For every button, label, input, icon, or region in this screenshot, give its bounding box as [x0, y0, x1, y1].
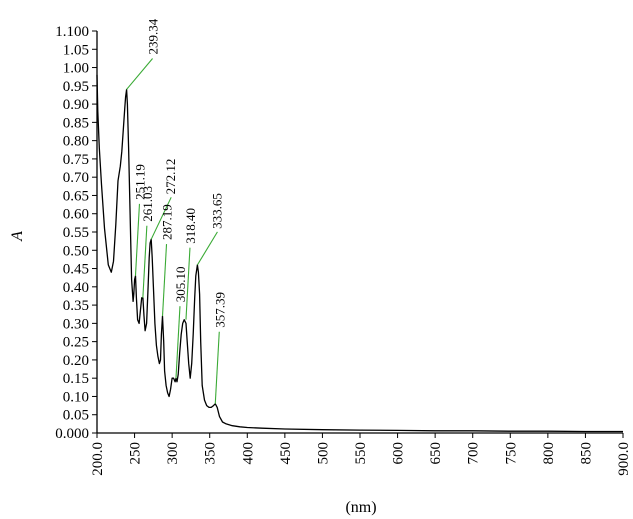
y-tick-label: 0.30	[63, 316, 89, 332]
x-tick-label: 450	[278, 442, 294, 465]
x-tick-label: 350	[203, 442, 219, 465]
y-tick-label: 1.00	[63, 61, 89, 77]
y-tick-label: 0.70	[63, 170, 89, 186]
x-tick-group: 200.0 250 300 350 400 450 500 550 600 650 700 750 80…	[90, 433, 632, 476]
y-tick-label: 0.05	[63, 408, 89, 424]
peak-annotation: 272.12	[150, 159, 178, 240]
y-tick-label: 0.50	[63, 243, 89, 259]
peak-annotation: 357.39	[212, 292, 227, 404]
x-tick-label: 750	[503, 442, 519, 465]
peak-leader-line	[134, 203, 141, 276]
y-tick-label: 0.20	[63, 353, 89, 369]
x-tick-label: 550	[353, 442, 369, 465]
peak-annotation: 251.19	[132, 164, 147, 276]
y-axis-title: A	[9, 231, 26, 242]
y-tick-label: 1.100	[55, 24, 89, 40]
peak-label: 239.34	[146, 18, 161, 54]
x-tick-label: 800	[541, 442, 557, 465]
y-tick-label: 1.05	[63, 42, 89, 58]
y-tick-label: 0.10	[63, 389, 89, 405]
y-tick-label: 0.65	[63, 188, 89, 204]
x-tick-label: 650	[428, 442, 444, 465]
peak-label: 261.03	[140, 186, 155, 222]
y-tick-label: 0.35	[63, 298, 89, 314]
peak-leader-line	[185, 247, 191, 320]
y-tick-label: 0.85	[63, 115, 89, 131]
y-tick-label: 0.45	[63, 262, 89, 278]
peak-annotation: 261.03	[140, 186, 155, 298]
x-tick-label: 300	[165, 442, 181, 465]
y-tick-label: 0.80	[63, 134, 89, 150]
y-tick-label: 0.75	[63, 152, 89, 168]
peak-label: 318.40	[183, 208, 198, 244]
x-tick-label: 850	[578, 442, 594, 465]
y-tick-group: 0.000 0.05 0.10 0.15 0.20 0.25 0.30 0.35 0.40 0.4…	[55, 24, 97, 442]
peak-label: 251.19	[132, 164, 147, 200]
peak-label: 357.39	[212, 292, 227, 328]
peak-label: 287.19	[160, 204, 175, 240]
y-tick-label: 0.55	[63, 225, 89, 241]
y-tick-label: 0.000	[55, 426, 89, 442]
y-tick-label: 0.60	[63, 207, 89, 223]
x-tick-label: 200.0	[90, 442, 106, 476]
peak-annotation: 318.40	[183, 208, 198, 320]
x-tick-label: 600	[391, 442, 407, 465]
peak-leader-line	[126, 58, 153, 90]
peak-leader-line	[142, 225, 148, 298]
peak-label: 272.12	[163, 159, 178, 195]
y-tick-label: 0.40	[63, 280, 89, 296]
peak-annotation: 305.10	[173, 266, 188, 379]
y-tick-label: 0.95	[63, 79, 89, 95]
y-tick-label: 0.90	[63, 97, 89, 113]
x-tick-label: 400	[240, 442, 256, 465]
peak-leader-line	[175, 306, 181, 379]
peak-leader-line	[196, 231, 218, 266]
peak-annotation: 239.34	[126, 18, 161, 90]
peak-annotation: 287.19	[160, 204, 175, 317]
x-tick-label: 500	[315, 442, 331, 465]
x-axis: 200.0 250 300 350 400 450 500 550 600 650 700 750 80…	[90, 432, 632, 476]
peak-leader-line	[161, 244, 168, 317]
x-tick-label: 900.0	[616, 442, 632, 476]
peak-label: 333.65	[209, 193, 224, 229]
x-tick-label: 700	[466, 442, 482, 465]
y-tick-label: 0.25	[63, 335, 89, 351]
x-axis-title: (nm)	[345, 499, 376, 516]
y-tick-label: 0.15	[63, 371, 89, 387]
peak-leader-line	[214, 331, 220, 404]
y-axis: 0.000 0.05 0.10 0.15 0.20 0.25 0.30 0.35 0.40 0.4…	[55, 24, 98, 442]
peak-leader-line	[150, 197, 172, 240]
spectrum-series-line	[96, 74, 623, 433]
peak-annotation: 333.65	[196, 193, 224, 266]
peak-label: 305.10	[173, 266, 188, 302]
x-tick-label: 250	[128, 442, 144, 465]
